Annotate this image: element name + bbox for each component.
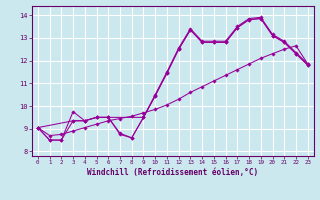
- X-axis label: Windchill (Refroidissement éolien,°C): Windchill (Refroidissement éolien,°C): [87, 168, 258, 177]
